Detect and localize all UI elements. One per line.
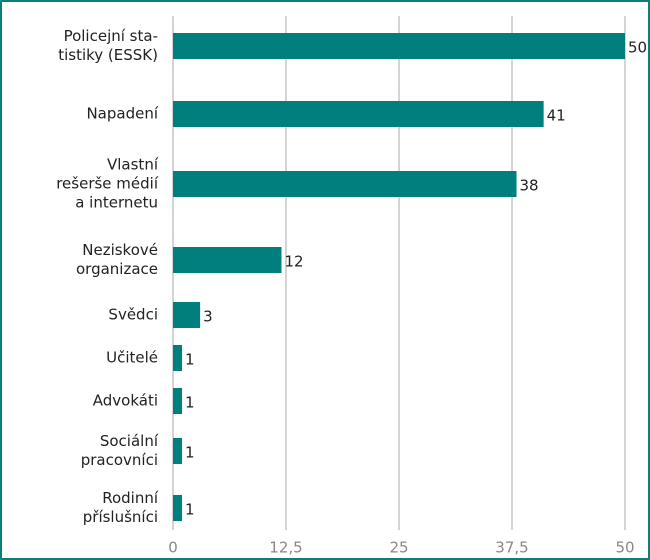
bar	[173, 171, 517, 197]
x-tick-label: 50	[615, 539, 634, 557]
bar	[173, 302, 201, 328]
value-label: 1	[185, 501, 195, 519]
y-tick-label: Rodinní příslušníci	[82, 489, 158, 526]
y-tick-label: Vlastní rešerše médií a internetu	[56, 155, 158, 212]
value-label: 1	[185, 351, 195, 369]
y-tick-label: Neziskové organizace	[75, 241, 158, 278]
value-label: 1	[185, 444, 195, 462]
x-tick-label: 0	[168, 539, 178, 557]
bar	[173, 33, 625, 59]
bar	[173, 495, 183, 521]
bar	[173, 345, 183, 371]
bar	[173, 388, 183, 414]
bar	[173, 247, 282, 273]
bar	[173, 438, 183, 464]
value-label: 38	[520, 177, 539, 195]
value-label: 50	[628, 39, 647, 57]
value-label: 3	[203, 308, 213, 326]
y-tick-label: Učitelé	[106, 348, 158, 367]
value-label: 1	[185, 394, 195, 412]
y-tick-label: Napadení	[86, 104, 158, 123]
value-label: 12	[284, 253, 303, 271]
x-tick-label: 37,5	[495, 539, 528, 557]
x-tick-label: 12,5	[269, 539, 302, 557]
y-tick-label: Advokáti	[92, 391, 158, 410]
x-tick-label: 25	[389, 539, 408, 557]
y-tick-label: Sociální pracovníci	[80, 432, 158, 469]
y-tick-label: Svědci	[108, 305, 158, 324]
value-label: 41	[547, 107, 566, 125]
y-tick-label: Policejní sta- tistiky (ESSK)	[58, 27, 158, 64]
bar	[173, 101, 544, 127]
